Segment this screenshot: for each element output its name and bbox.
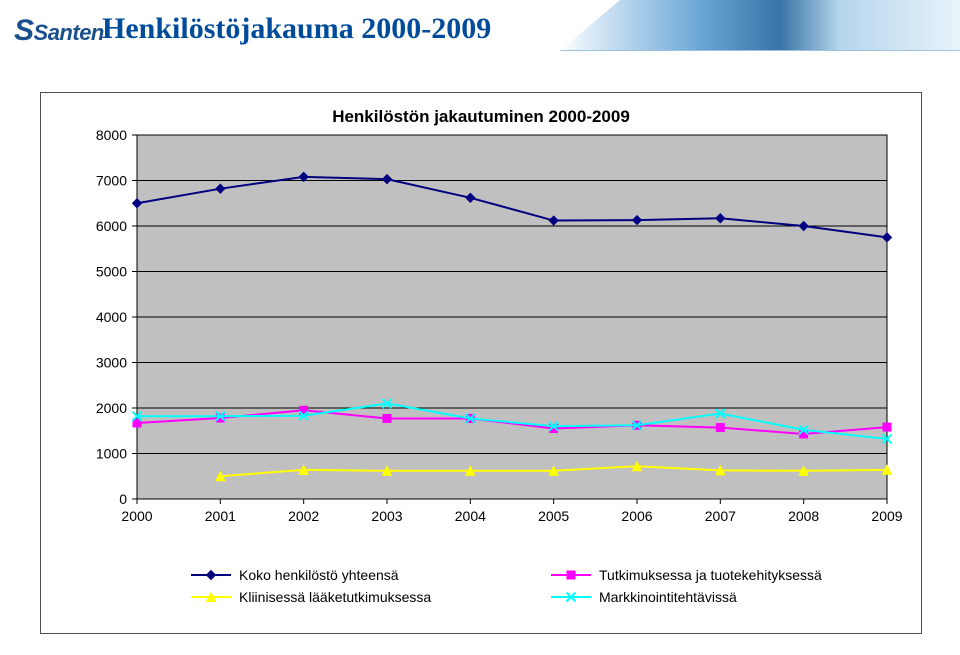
- svg-text:2005: 2005: [538, 508, 569, 524]
- legend-label: Markkinointitehtävissä: [599, 589, 737, 605]
- svg-text:8000: 8000: [96, 127, 127, 143]
- svg-text:2000: 2000: [121, 508, 152, 524]
- svg-text:2002: 2002: [288, 508, 319, 524]
- diamond-icon: [191, 568, 231, 582]
- svg-text:2008: 2008: [788, 508, 819, 524]
- square-icon: [551, 568, 591, 582]
- legend-label: Kliinisessä lääketutkimuksessa: [239, 589, 431, 605]
- svg-text:0: 0: [119, 491, 127, 507]
- svg-text:2001: 2001: [205, 508, 236, 524]
- svg-text:2006: 2006: [621, 508, 652, 524]
- triangle-icon: [191, 590, 231, 604]
- svg-text:6000: 6000: [96, 218, 127, 234]
- svg-text:2004: 2004: [455, 508, 486, 524]
- svg-text:7000: 7000: [96, 173, 127, 189]
- svg-text:3000: 3000: [96, 355, 127, 371]
- svg-text:2003: 2003: [371, 508, 402, 524]
- svg-text:2009: 2009: [871, 508, 902, 524]
- svg-text:1000: 1000: [96, 446, 127, 462]
- chart-legend: Koko henkilöstö yhteensä Tutkimuksessa j…: [191, 567, 861, 619]
- legend-label: Koko henkilöstö yhteensä: [239, 567, 399, 583]
- page-title: Henkilöstöjakauma 2000-2009: [102, 12, 491, 46]
- legend-item: Tutkimuksessa ja tuotekehityksessä: [551, 567, 871, 583]
- legend-label: Tutkimuksessa ja tuotekehityksessä: [599, 567, 822, 583]
- svg-text:4000: 4000: [96, 309, 127, 325]
- chart-panel: Henkilöstön jakautuminen 2000-2009 0 1000…: [40, 92, 922, 634]
- legend-item: Koko henkilöstö yhteensä: [191, 567, 511, 583]
- chart-title: Henkilöstön jakautuminen 2000-2009: [41, 107, 921, 127]
- legend-item: Kliinisessä lääketutkimuksessa: [191, 589, 511, 605]
- svg-text:2000: 2000: [96, 400, 127, 416]
- svg-text:5000: 5000: [96, 264, 127, 280]
- legend-item: Markkinointitehtävissä: [551, 589, 871, 605]
- brand-logo-text: Santen: [34, 20, 104, 45]
- brand-logo: SSanten: [14, 14, 104, 48]
- svg-text:2007: 2007: [705, 508, 736, 524]
- line-chart: 0 1000 2000 3000 4000 5000 6000 7000 8000 2000 200…: [51, 127, 911, 537]
- xmark-icon: [551, 590, 591, 604]
- header-banner: [560, 0, 960, 51]
